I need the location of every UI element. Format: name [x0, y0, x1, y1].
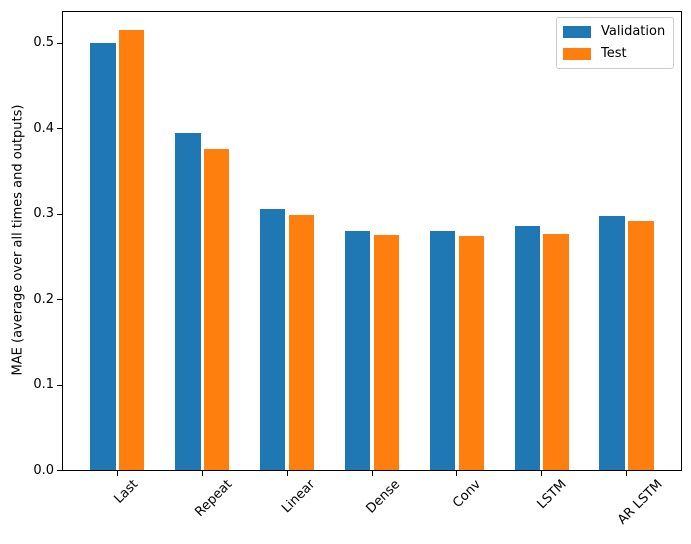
y-tick-label: 0.3 [33, 206, 54, 222]
x-tick-label-conv: Conv [450, 477, 484, 511]
bar-test-conv [458, 236, 485, 471]
x-tick-mark [201, 470, 203, 476]
x-tick-mark [286, 470, 288, 476]
y-tick-label: 0.4 [33, 120, 54, 136]
y-tick-label: 0.0 [33, 462, 54, 478]
bar-test-linear [288, 215, 315, 471]
y-tick-mark [57, 299, 62, 301]
legend-entry-test: Test [563, 46, 665, 61]
bar-test-repeat [203, 148, 230, 471]
y-tick-label: 0.5 [33, 35, 54, 51]
x-tick-mark [371, 470, 373, 476]
y-axis-label: MAE (average over all times and outputs) [10, 104, 26, 376]
legend-entry-validation: Validation [563, 24, 665, 39]
legend: Validation Test [556, 17, 674, 69]
y-tick-mark [57, 384, 62, 386]
legend-label-validation: Validation [601, 24, 666, 39]
bar-test-dense [373, 234, 400, 471]
x-tick-mark [456, 470, 458, 476]
bar-test-lstm [543, 233, 569, 471]
y-tick-mark [57, 213, 62, 215]
x-tick-mark [116, 470, 118, 476]
bar-validation-lstm [514, 226, 541, 471]
bar-validation-linear [259, 209, 286, 471]
y-tick-label: 0.2 [33, 291, 54, 307]
x-tick-label-lstm: LSTM [534, 477, 570, 513]
bar-validation-repeat [175, 133, 201, 471]
test-color-swatch [563, 47, 591, 60]
x-tick-mark [541, 470, 543, 476]
bar-test-ar-lstm [628, 221, 654, 471]
x-tick-label-dense: Dense [363, 477, 404, 517]
x-tick-label-linear: Linear [278, 477, 318, 517]
bar-validation-last [90, 42, 116, 471]
validation-color-swatch [563, 25, 591, 38]
legend-label-test: Test [601, 46, 627, 61]
plot-area [62, 11, 682, 471]
x-tick-mark [626, 470, 628, 476]
x-tick-label-repeat: Repeat [192, 477, 236, 520]
y-tick-mark [57, 128, 62, 130]
bar-validation-conv [429, 231, 456, 471]
bar-validation-ar-lstm [599, 215, 625, 471]
bar-test-last [119, 29, 145, 471]
y-tick-mark [57, 470, 62, 471]
bar-validation-dense [344, 230, 371, 471]
y-tick-label: 0.1 [33, 377, 54, 393]
y-tick-mark [57, 42, 62, 44]
x-tick-label-ar-lstm: AR LSTM [614, 477, 666, 528]
x-tick-label-last: Last [111, 477, 142, 507]
